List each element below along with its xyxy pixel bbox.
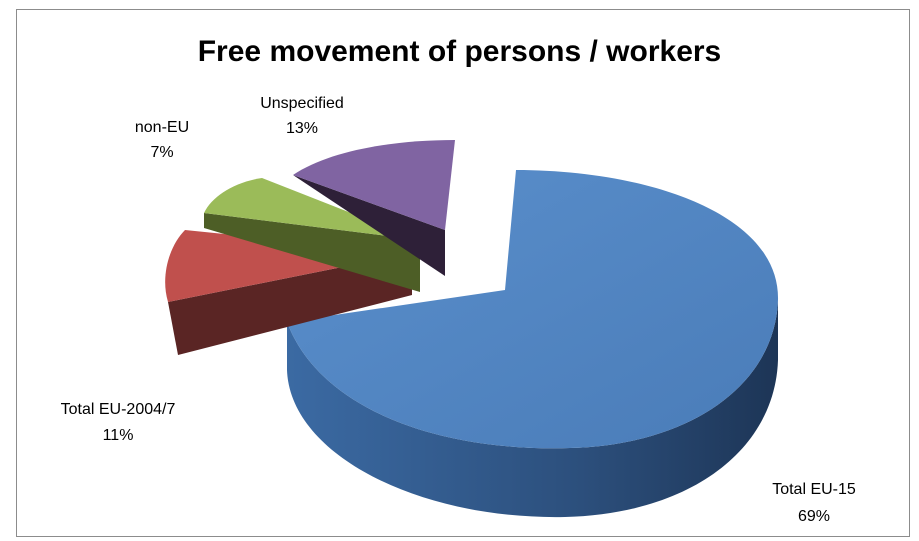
slice-percent: 69% <box>798 508 830 525</box>
pie-slice-unspecified <box>293 140 455 276</box>
slice-name: non-EU <box>135 119 189 136</box>
slice-name: Unspecified <box>260 95 344 112</box>
chart-title: Free movement of persons / workers <box>197 35 722 68</box>
slice-name: Total EU-2004/7 <box>61 401 176 418</box>
slice-percent: 11% <box>103 427 134 444</box>
slice-percent: 7% <box>150 144 173 161</box>
pie-slice-total-eu-15 <box>287 170 779 518</box>
slice-label-total-eu-2004-7: Total EU-2004/7 11% <box>61 401 176 444</box>
slice-label-unspecified: Unspecified 13% <box>260 95 344 137</box>
pie-slice-side <box>293 175 445 276</box>
pie-slice-top <box>293 140 455 230</box>
slice-label-non-eu: non-EU 7% <box>135 119 189 161</box>
pie-slice-side <box>287 300 778 518</box>
pie-slice-non-eu <box>204 178 420 292</box>
pie-slice-top <box>204 178 420 240</box>
pie-slice-top <box>287 170 779 449</box>
slice-percent: 13% <box>286 120 318 137</box>
slice-label-total-eu-15: Total EU-15 69% <box>772 481 856 525</box>
pie-slice-side <box>204 213 420 292</box>
slice-name: Total EU-15 <box>772 481 856 498</box>
pie-slice-side <box>168 253 412 355</box>
